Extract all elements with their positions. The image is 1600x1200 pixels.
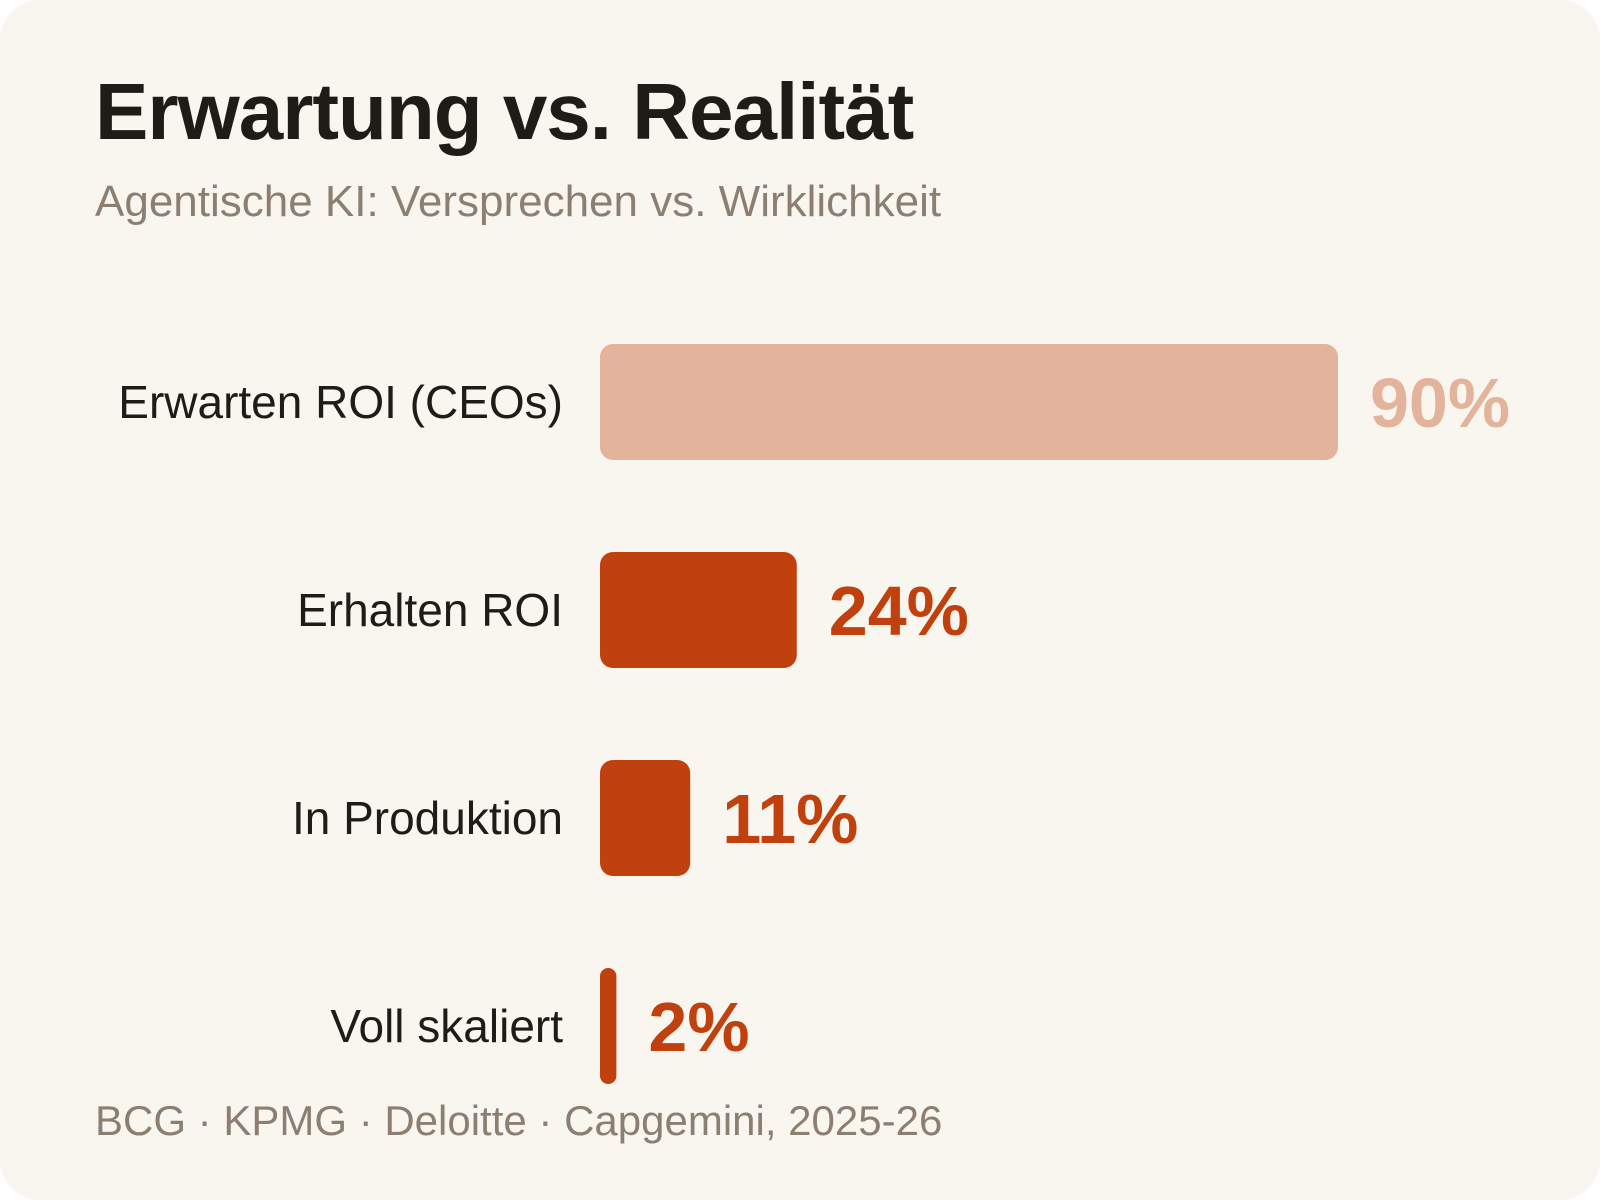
source-note: BCG · KPMG · Deloitte · Capgemini, 2025-… (95, 1097, 943, 1144)
category-label: Voll skaliert (330, 1000, 563, 1052)
bar-row: Erwarten ROI (CEOs) 90% (118, 344, 1510, 460)
chart-subtitle: Agentische KI: Versprechen vs. Wirklichk… (95, 177, 942, 226)
category-label: In Produktion (292, 792, 563, 844)
value-label: 24% (829, 572, 969, 650)
bar-row: Erhalten ROI 24% (297, 552, 969, 668)
value-label: 11% (722, 780, 858, 858)
chart-title: Erwartung vs. Realität (95, 67, 914, 156)
bar (600, 968, 617, 1084)
bar (600, 552, 797, 668)
bar (600, 344, 1338, 460)
bar-row: Voll skaliert 2% (330, 968, 750, 1084)
category-label: Erwarten ROI (CEOs) (118, 376, 563, 428)
bar (600, 760, 691, 876)
value-label: 2% (648, 988, 749, 1066)
category-label: Erhalten ROI (297, 584, 563, 636)
value-label: 90% (1370, 364, 1510, 442)
bar-row: In Produktion 11% (292, 760, 858, 876)
